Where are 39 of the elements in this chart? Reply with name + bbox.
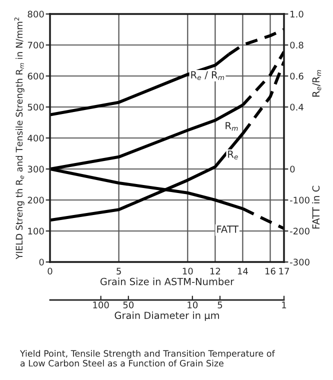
text: Yield Point, Tensile Strength and Transition Temperature of a Low Carbon Steel as a Function of Grain Size	[20, 350, 276, 367]
y-tick-label: 300	[28, 166, 44, 173]
x-tick-label: 5	[116, 268, 121, 275]
y3-tick-label: -200	[290, 228, 310, 235]
x2-tick-label: 1	[282, 302, 286, 308]
x-tick-label: 12	[210, 268, 220, 274]
x-axis-title: Grain Size in ASTM-Number	[100, 278, 234, 286]
y2-axis-title: R$_{e}$/R$_{m}$	[312, 70, 322, 97]
y-tick-label: 200	[28, 196, 44, 204]
y2-tick-label: 0.6	[290, 72, 304, 80]
y-tick-label: 400	[28, 134, 44, 142]
series-label: FATT	[217, 226, 239, 233]
y3-tick-label: -100	[290, 196, 310, 204]
x-tick-label: 0	[48, 268, 52, 275]
series-label: R$_{e}$	[228, 150, 238, 160]
x2-axis-title: Grain Diameter in µm	[114, 312, 219, 321]
y-tick-label: 800	[28, 10, 44, 18]
x-tick-label: 10	[182, 268, 193, 275]
x2-tick-label: 10	[188, 302, 198, 308]
x2-tick-label: 50	[123, 302, 134, 308]
y3-axis-title: FATT in C	[312, 186, 320, 229]
x-tick-label: 14	[238, 268, 248, 274]
x2-tick-label: 100	[93, 302, 109, 308]
y-axis-title: YIELD Streng th R$_{e}$ and Tensile Strength R$_{m}$ in N/mm$^{2}$	[14, 18, 24, 260]
y-tick-label: 700	[28, 42, 44, 49]
y-tick-label: 500	[28, 104, 44, 111]
y3-tick-label: -300	[290, 258, 310, 266]
x2-tick-label: 5	[218, 302, 222, 308]
y2-tick-label: 0.8	[290, 42, 304, 49]
y2-tick-label: 1.0	[290, 10, 304, 18]
y3-tick-label: 0	[290, 166, 295, 173]
y-tick-label: 0	[39, 258, 44, 266]
y-tick-label: 600	[28, 72, 44, 80]
series-label: R$_{m}$	[226, 122, 238, 131]
y2-tick-label: 0.4	[290, 104, 304, 111]
x-tick-label: 17	[279, 268, 289, 274]
y-tick-label: 100	[28, 228, 44, 235]
series-label: R$_{e}$ / R$_{m}$	[191, 71, 224, 80]
x-tick-label: 16	[265, 268, 276, 275]
